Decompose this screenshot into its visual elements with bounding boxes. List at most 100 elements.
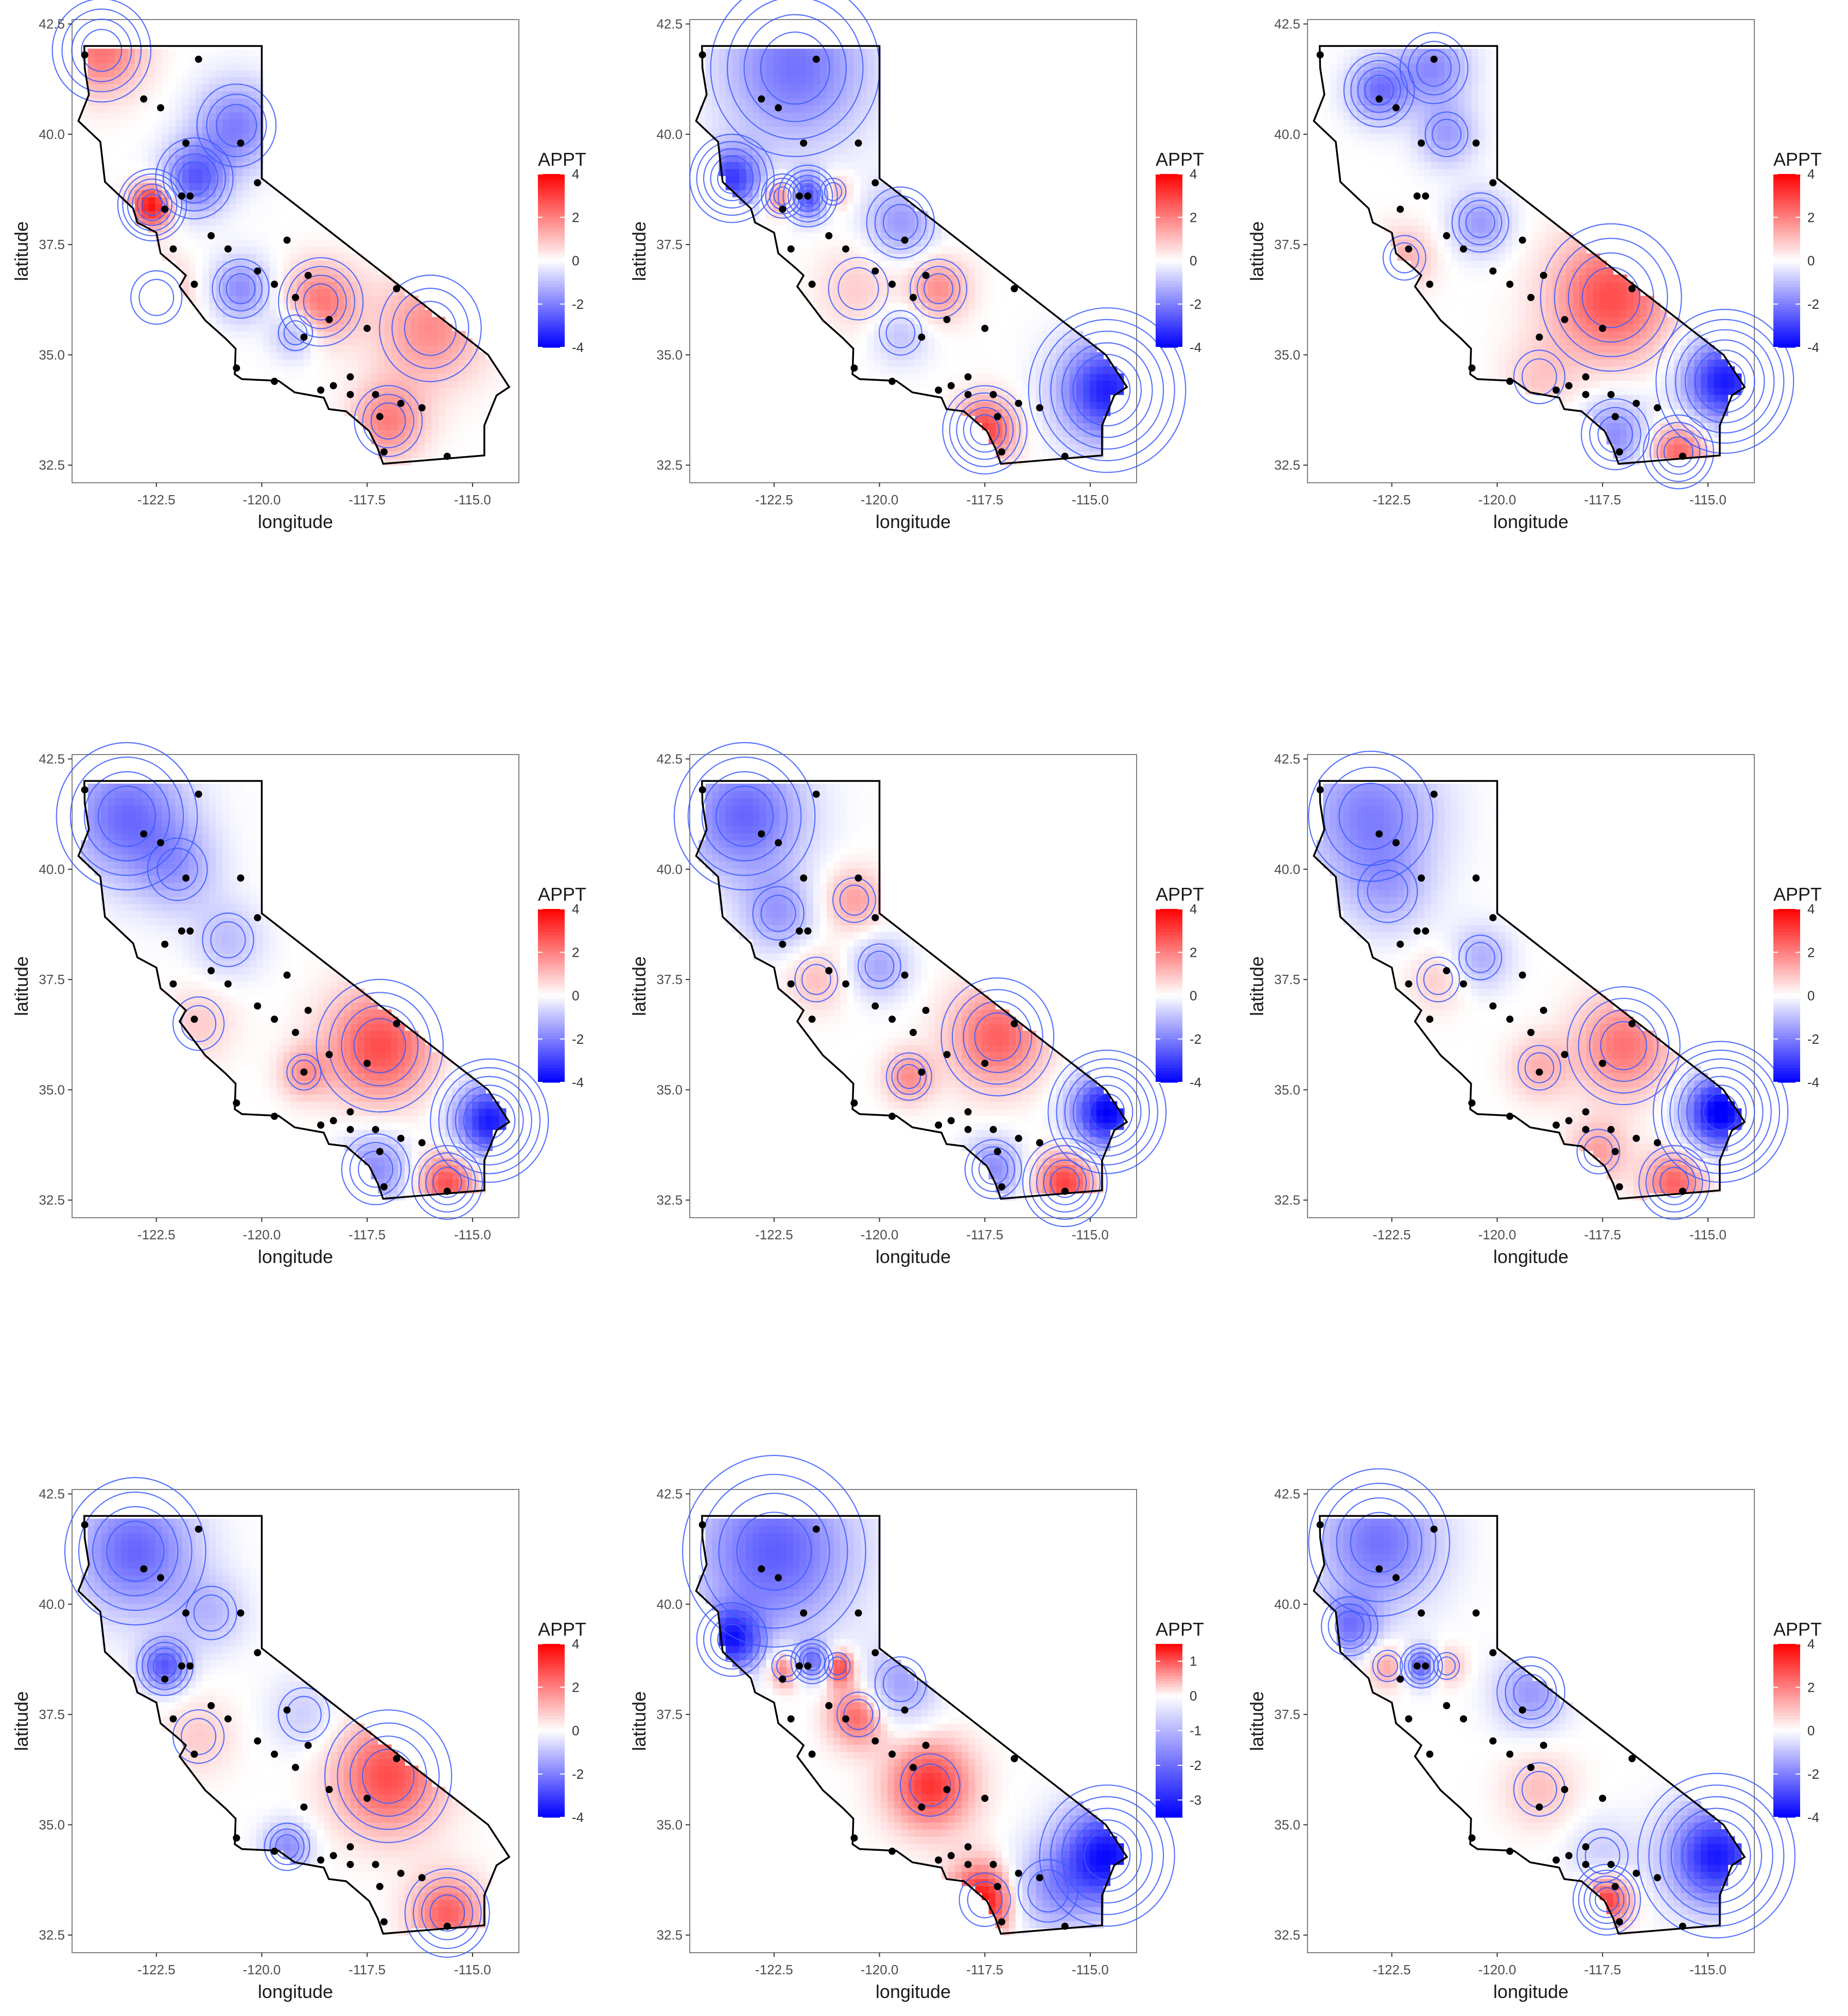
- legend-label: -4: [1190, 1075, 1201, 1090]
- station-point: [317, 1121, 325, 1129]
- station-point: [254, 1649, 261, 1657]
- x-axis-title: longitude: [876, 1246, 951, 1267]
- legend-label: -2: [1190, 1758, 1201, 1773]
- station-point: [918, 334, 926, 341]
- station-point: [1397, 940, 1404, 948]
- station-point: [300, 1068, 308, 1076]
- station-point: [186, 1662, 194, 1670]
- station-point: [157, 104, 164, 112]
- x-axis-title: longitude: [258, 511, 333, 532]
- y-tick-label: 35.0: [656, 1817, 683, 1832]
- station-point: [346, 391, 354, 398]
- x-tick-label: -122.5: [755, 1227, 793, 1242]
- station-point: [871, 179, 879, 187]
- station-point: [947, 1117, 955, 1125]
- station-point: [178, 927, 185, 935]
- station-point: [1426, 281, 1434, 288]
- station-point: [161, 940, 169, 948]
- station-point: [981, 1795, 989, 1802]
- station-point: [1413, 1662, 1421, 1670]
- station-point: [918, 1803, 926, 1811]
- station-point: [901, 971, 909, 979]
- station-point: [1316, 51, 1324, 59]
- station-point: [363, 325, 371, 332]
- station-point: [1632, 1869, 1640, 1877]
- station-point: [325, 315, 333, 323]
- station-point: [943, 315, 951, 323]
- x-tick-label: -120.0: [1478, 1962, 1516, 1977]
- legend-label: -4: [572, 340, 584, 355]
- station-point: [888, 1847, 896, 1855]
- station-point: [418, 404, 426, 412]
- x-tick-label: -115.0: [1689, 492, 1727, 507]
- legend-label: 4: [572, 1636, 579, 1652]
- legend-title: APPT: [538, 1619, 586, 1640]
- station-point: [787, 980, 795, 988]
- station-point: [943, 1050, 951, 1058]
- legend-title: APPT: [1773, 1619, 1822, 1640]
- station-point: [1418, 1609, 1425, 1617]
- station-point: [1472, 139, 1480, 147]
- weather-stations: [81, 51, 451, 460]
- appt-raster: [1316, 1518, 1742, 1936]
- x-tick-label: -117.5: [1584, 1962, 1621, 1977]
- station-point: [325, 1785, 333, 1793]
- station-point: [178, 192, 185, 200]
- x-tick-label: -115.0: [454, 1962, 491, 1977]
- legend-label: 0: [1807, 1723, 1815, 1739]
- station-point: [1536, 1068, 1543, 1076]
- station-point: [397, 1869, 405, 1877]
- legend-label: 2: [1190, 209, 1197, 225]
- y-tick-label: 42.5: [1274, 751, 1300, 767]
- legend-title: APPT: [1156, 1619, 1204, 1640]
- y-tick-label: 32.5: [39, 458, 65, 473]
- station-point: [800, 139, 808, 147]
- y-tick-label: 32.5: [1274, 458, 1300, 473]
- station-point: [922, 1007, 930, 1014]
- station-point: [1582, 373, 1590, 381]
- station-point: [800, 1609, 808, 1617]
- station-point: [699, 1521, 706, 1529]
- station-point: [1430, 56, 1438, 63]
- station-point: [1679, 1922, 1686, 1930]
- x-axis-title: longitude: [1493, 511, 1568, 532]
- x-tick-label: -115.0: [1072, 1227, 1109, 1242]
- station-point: [888, 281, 896, 288]
- station-point: [699, 51, 706, 59]
- station-point: [1010, 285, 1018, 292]
- station-point: [998, 1918, 1005, 1925]
- station-point: [393, 285, 400, 292]
- contour-lines: [673, 742, 1167, 1228]
- station-point: [186, 927, 194, 935]
- california-outline: [77, 45, 511, 465]
- station-point: [393, 1020, 400, 1027]
- station-point: [363, 1060, 371, 1067]
- y-tick-label: 37.5: [656, 1707, 683, 1722]
- station-point: [190, 281, 198, 288]
- legend-label: -2: [1807, 1766, 1819, 1782]
- station-point: [1653, 1874, 1661, 1882]
- station-point: [1460, 1715, 1467, 1723]
- x-tick-label: -115.0: [1072, 492, 1109, 507]
- station-point: [804, 1662, 812, 1670]
- station-point: [888, 1750, 896, 1758]
- station-point: [812, 1526, 820, 1533]
- station-point: [207, 967, 215, 974]
- station-point: [1460, 245, 1467, 253]
- station-point: [1527, 294, 1535, 301]
- station-point: [1405, 245, 1413, 253]
- station-point: [758, 1565, 765, 1573]
- x-tick-label: -115.0: [454, 492, 491, 507]
- station-point: [1616, 448, 1623, 455]
- california-outline: [695, 1515, 1128, 1935]
- legend-label: -4: [1190, 340, 1201, 355]
- station-point: [1061, 1187, 1069, 1195]
- station-point: [795, 927, 803, 935]
- legend-label: 4: [1190, 166, 1197, 182]
- station-point: [1375, 830, 1383, 838]
- x-axis-title: longitude: [258, 1981, 333, 2002]
- station-point: [1422, 192, 1429, 200]
- legend-label: 0: [1190, 1688, 1197, 1704]
- station-point: [850, 364, 858, 372]
